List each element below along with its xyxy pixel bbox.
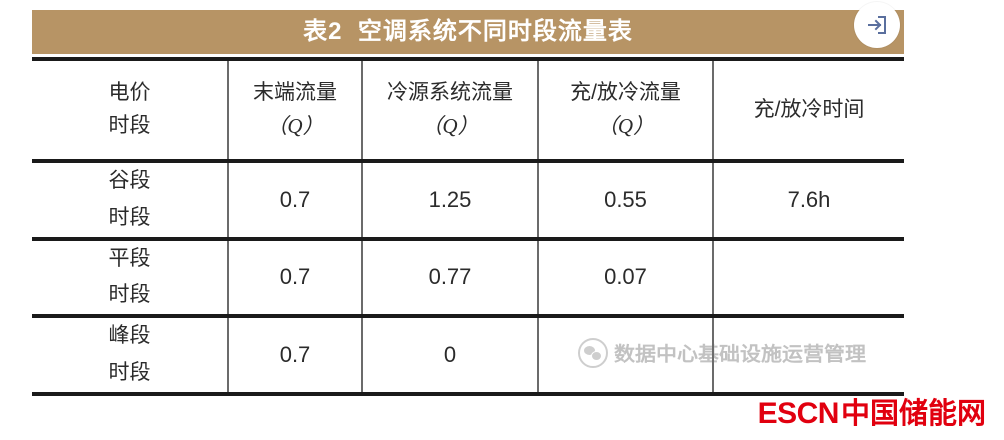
enter-badge[interactable] (854, 2, 900, 48)
table-row: 峰段 时段 0.7 0 (32, 316, 904, 394)
column-header-line2: 时段 (108, 114, 151, 137)
table-header-row: 电价 时段 末端流量 （Q） 冷源系统流量 （Q） (32, 59, 904, 161)
cell-charge-discharge-time (712, 238, 904, 316)
column-header-line2: （Q） (421, 114, 479, 138)
table-caption-text: 表2 空调系统不同时段流量表 (303, 18, 633, 45)
period-line2: 时段 (108, 283, 151, 307)
enter-arrow-icon (865, 13, 889, 37)
column-header-line2: （Q） (596, 114, 655, 138)
flow-table: 电价 时段 末端流量 （Q） 冷源系统流量 （Q） (32, 57, 904, 396)
table-caption-band: 表2 空调系统不同时段流量表 (32, 10, 904, 54)
column-header-charge-discharge-flow: 充/放冷流量 （Q） (537, 59, 714, 161)
column-header-line1: 电价 (108, 81, 151, 105)
cell-cold-source-flow: 0 (361, 316, 539, 394)
cell-period: 峰段 时段 (32, 316, 229, 394)
column-header-terminal-flow: 末端流量 （Q） (227, 59, 363, 161)
cell-charge-discharge-time (712, 316, 904, 394)
cell-charge-discharge-time: 7.6h (712, 161, 904, 239)
period-line2: 时段 (108, 205, 151, 229)
table-row: 谷段 时段 0.7 1.25 0.55 7.6h (32, 161, 904, 239)
column-header-line1: 充/放冷时间 (753, 97, 865, 121)
cell-terminal-flow: 0.7 (227, 316, 363, 394)
column-header-line2: （Q） (266, 114, 324, 138)
cell-terminal-flow: 0.7 (227, 161, 363, 239)
cell-cold-source-flow: 0.77 (361, 238, 539, 316)
period-line1: 谷段 (108, 169, 151, 192)
table-figure: 表2 空调系统不同时段流量表 电价 时段 末端流量 (32, 2, 904, 396)
cell-terminal-flow: 0.7 (227, 238, 363, 316)
cell-period: 平段 时段 (32, 238, 229, 316)
period-line1: 峰段 (108, 324, 151, 347)
cell-period: 谷段 时段 (32, 161, 229, 239)
cell-cold-source-flow: 1.25 (361, 161, 539, 239)
column-header-charge-discharge-time: 充/放冷时间 (712, 59, 904, 161)
brand-logo: ESCN 中国储能网 (758, 390, 986, 432)
column-header-line1: 冷源系统流量 (387, 81, 513, 105)
table-row: 平段 时段 0.7 0.77 0.07 (32, 238, 904, 316)
column-header-cold-source-flow: 冷源系统流量 （Q） (361, 59, 539, 161)
column-header-line1: 末端流量 (253, 81, 337, 105)
cell-charge-discharge-flow: 0.55 (537, 161, 714, 239)
period-line2: 时段 (108, 360, 151, 384)
cell-charge-discharge-flow: 0.07 (537, 238, 714, 316)
column-header-line1: 充/放冷流量 (570, 81, 681, 105)
column-header-price-period: 电价 时段 (32, 59, 229, 161)
cell-charge-discharge-flow (537, 316, 714, 394)
period-line1: 平段 (108, 246, 151, 270)
brand-chinese-text: 中国储能网 (840, 398, 986, 430)
brand-latin-text: ESCN (757, 397, 840, 430)
